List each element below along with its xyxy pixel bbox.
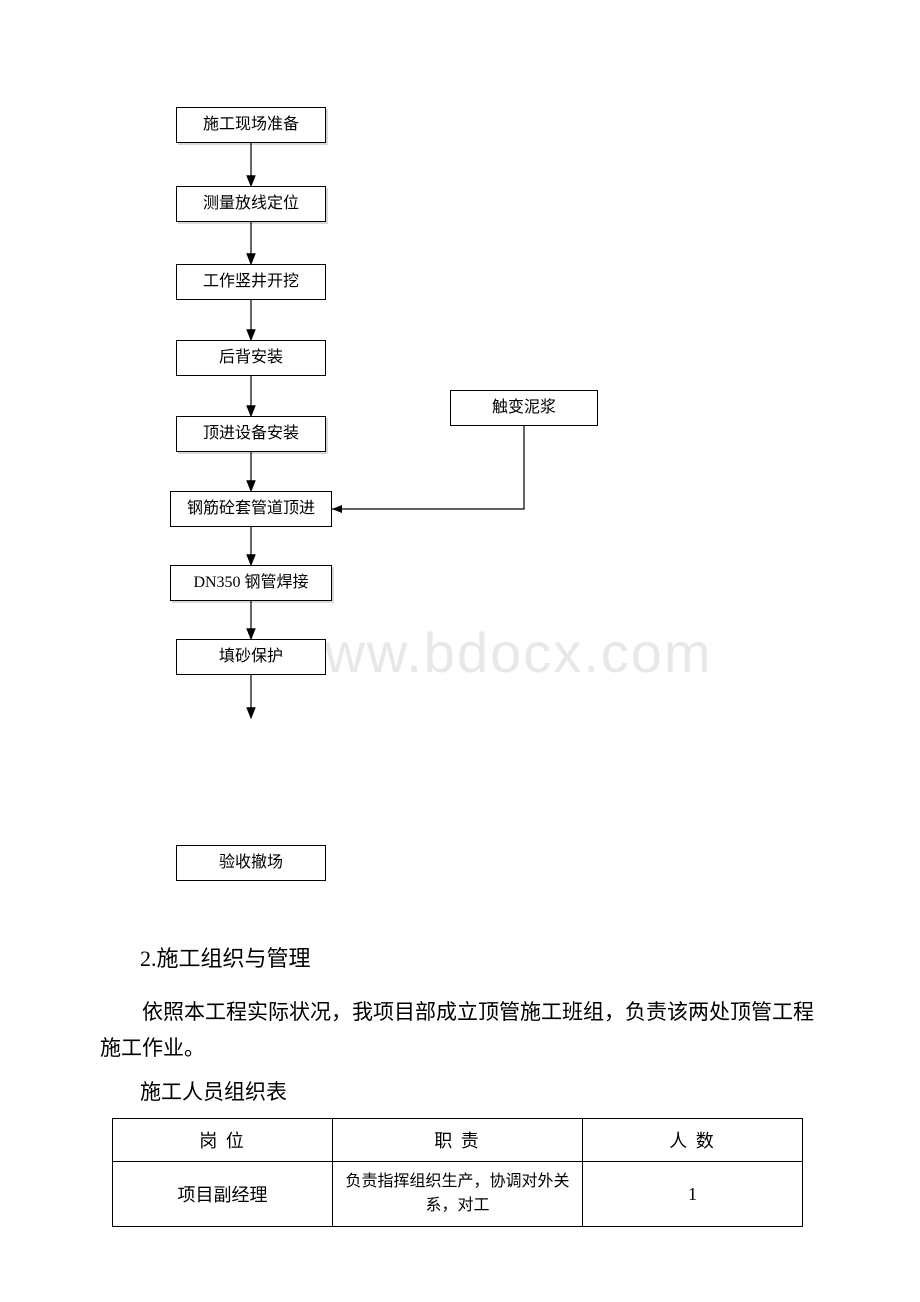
flow-box-side: 触变泥浆 [450, 390, 598, 426]
flow-box-step6: 钢筋砼套管道顶进 [170, 491, 332, 527]
flow-box-step9: 验收撤场 [176, 845, 326, 881]
flow-box-step2: 测量放线定位 [176, 186, 326, 222]
table-header-position: 岗 位 [113, 1119, 333, 1162]
table-cell-position: 项目副经理 [113, 1162, 333, 1227]
flow-box-step7: DN350 钢管焊接 [170, 565, 332, 601]
flow-box-step3: 工作竖井开挖 [176, 264, 326, 300]
table-header-duty: 职 责 [333, 1119, 583, 1162]
flow-box-step4: 后背安装 [176, 340, 326, 376]
table-cell-duty: 负责指挥组织生产，协调对外关系，对工 [333, 1162, 583, 1227]
flow-box-step1: 施工现场准备 [176, 107, 326, 143]
table-header-count: 人 数 [583, 1119, 803, 1162]
table-row: 项目副经理 负责指挥组织生产，协调对外关系，对工 1 [113, 1162, 803, 1227]
personnel-table: 岗 位 职 责 人 数 项目副经理 负责指挥组织生产，协调对外关系，对工 1 [112, 1118, 803, 1227]
section-heading: 2.施工组织与管理 [140, 940, 311, 977]
table-subtitle: 施工人员组织表 [140, 1075, 287, 1111]
table-header-row: 岗 位 职 责 人 数 [113, 1119, 803, 1162]
flow-box-step8: 填砂保护 [176, 639, 326, 675]
paragraph-text: 依照本工程实际状况，我项目部成立顶管施工班组，负责该两处顶管工程施工作业。 [100, 1000, 814, 1060]
flowchart-arrows [0, 0, 920, 900]
flow-box-step5: 顶进设备安装 [176, 416, 326, 452]
section-paragraph: 依照本工程实际状况，我项目部成立顶管施工班组，负责该两处顶管工程施工作业。 [100, 995, 820, 1066]
flowchart-container: 施工现场准备测量放线定位工作竖井开挖后背安装触变泥浆顶进设备安装钢筋砼套管道顶进… [0, 0, 920, 900]
table-cell-count: 1 [583, 1162, 803, 1227]
